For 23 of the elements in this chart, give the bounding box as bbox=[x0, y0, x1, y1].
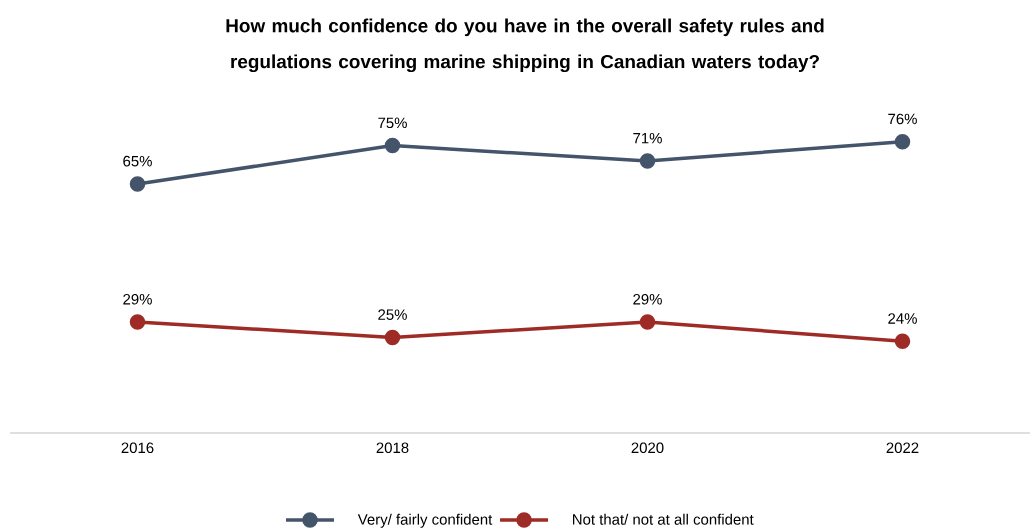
point bbox=[894, 134, 911, 150]
point bbox=[384, 137, 401, 154]
point bbox=[894, 333, 911, 349]
legend-label: Not that/ not at all confident bbox=[573, 513, 754, 525]
x-tick-label: 2022 bbox=[886, 442, 919, 454]
data-label: 71% bbox=[633, 132, 662, 144]
point bbox=[384, 329, 401, 346]
data-label: 24% bbox=[888, 313, 917, 324]
data-label: 76% bbox=[888, 113, 917, 125]
x-tick-label: 2016 bbox=[121, 442, 154, 454]
point bbox=[639, 314, 656, 330]
point bbox=[129, 176, 146, 192]
x-tick-label: 2020 bbox=[631, 442, 664, 454]
data-label: 65% bbox=[123, 155, 152, 167]
point bbox=[129, 314, 146, 330]
point bbox=[639, 153, 656, 169]
x-tick-label: 2018 bbox=[376, 442, 409, 454]
legend-label: Very/ fairly confident bbox=[357, 513, 493, 528]
data-label: 29% bbox=[123, 293, 152, 305]
data-label: 29% bbox=[633, 293, 662, 305]
data-label: 75% bbox=[378, 117, 407, 129]
chart-title: How much confidence do you have in the overall safety rules and regulations covering marine shipping in Canadian waters today? bbox=[226, 18, 824, 73]
data-label: 25% bbox=[378, 309, 407, 320]
